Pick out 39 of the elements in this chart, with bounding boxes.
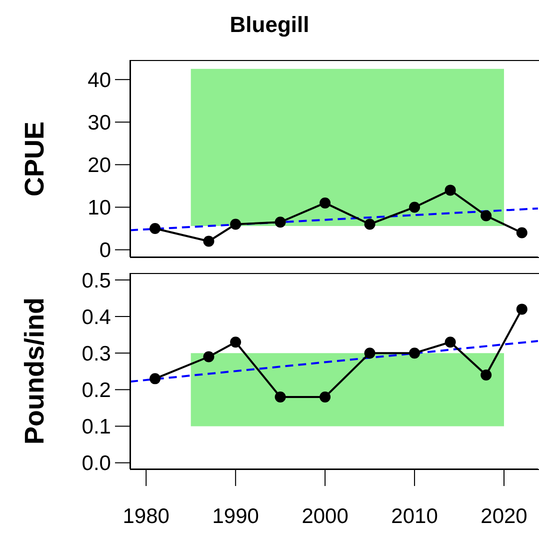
y-axis-title: Pounds/ind bbox=[20, 298, 50, 444]
x-tick-label: 2010 bbox=[391, 504, 438, 528]
point bbox=[274, 391, 286, 402]
y-tick-label: 0 bbox=[99, 239, 111, 262]
point bbox=[230, 336, 242, 348]
point bbox=[320, 197, 331, 208]
y-tick-label: 0.0 bbox=[82, 452, 111, 476]
point bbox=[320, 391, 331, 402]
point bbox=[516, 304, 528, 315]
point bbox=[444, 336, 456, 348]
y-tick-label: 0.1 bbox=[82, 416, 111, 439]
y-tick-label: 0.4 bbox=[82, 306, 112, 329]
chart-title: Bluegill bbox=[228, 12, 310, 38]
y-tick-label: 0.2 bbox=[82, 379, 111, 402]
point bbox=[480, 210, 492, 222]
y-tick-label: 0.5 bbox=[82, 269, 111, 292]
point bbox=[203, 351, 214, 362]
x-tick-label: 1980 bbox=[122, 504, 170, 528]
point bbox=[150, 222, 161, 234]
y-tick-label: 10 bbox=[88, 196, 111, 220]
y-axis-title: CPUE bbox=[20, 120, 50, 196]
point bbox=[516, 227, 528, 238]
point bbox=[150, 373, 161, 384]
y-tick-label: 0.3 bbox=[82, 342, 111, 366]
x-tick-label: 2000 bbox=[302, 504, 348, 528]
point bbox=[364, 218, 376, 230]
point bbox=[444, 184, 456, 196]
y-tick-label: 40 bbox=[88, 69, 111, 92]
y-tick-label: 20 bbox=[88, 154, 111, 178]
point bbox=[203, 236, 214, 247]
point bbox=[364, 348, 376, 359]
point bbox=[409, 348, 420, 359]
point bbox=[480, 370, 492, 381]
point bbox=[230, 218, 242, 230]
x-tick-label: 2020 bbox=[480, 504, 528, 528]
x-tick-label: 1990 bbox=[212, 504, 259, 528]
y-tick-label: 30 bbox=[88, 112, 111, 135]
point bbox=[274, 216, 286, 228]
point bbox=[409, 202, 420, 213]
